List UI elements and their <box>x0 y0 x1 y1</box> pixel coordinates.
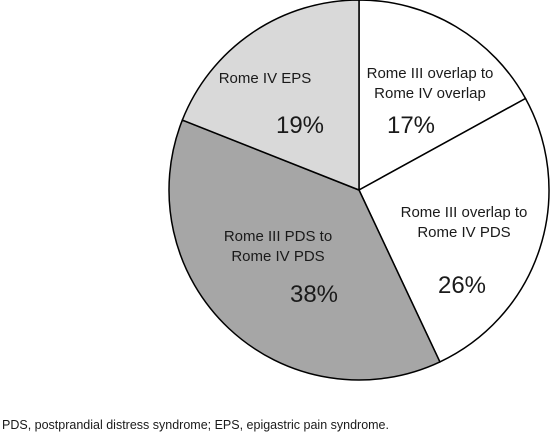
slice-label-2-line-2: Rome IV PDS <box>417 224 510 241</box>
pie-slice-2 <box>358 97 550 363</box>
slice-label-1-line-1: Rome III overlap to <box>367 65 494 82</box>
slice-label-2-line-1: Rome III overlap to <box>401 204 528 221</box>
slice-label-4-line-1: Rome IV EPS <box>219 70 312 87</box>
slice-percent-2: 26% <box>438 272 486 299</box>
pie-chart: Rome III overlap to Rome IV overlap 17% Rom… <box>168 0 550 381</box>
slice-percent-4: 19% <box>276 112 324 139</box>
pie-slice-1 <box>358 0 527 191</box>
slice-percent-1: 17% <box>387 112 435 139</box>
slice-label-3-line-1: Rome III PDS to <box>224 228 332 245</box>
footnote: PDS, postprandial distress syndrome; EPS… <box>2 418 389 432</box>
slice-percent-3: 38% <box>290 281 338 308</box>
slice-label-3-line-2: Rome IV PDS <box>231 248 324 265</box>
slice-label-1-line-2: Rome IV overlap <box>374 85 486 102</box>
pie-slice-3 <box>168 119 441 381</box>
pie-slice-4 <box>181 0 360 191</box>
